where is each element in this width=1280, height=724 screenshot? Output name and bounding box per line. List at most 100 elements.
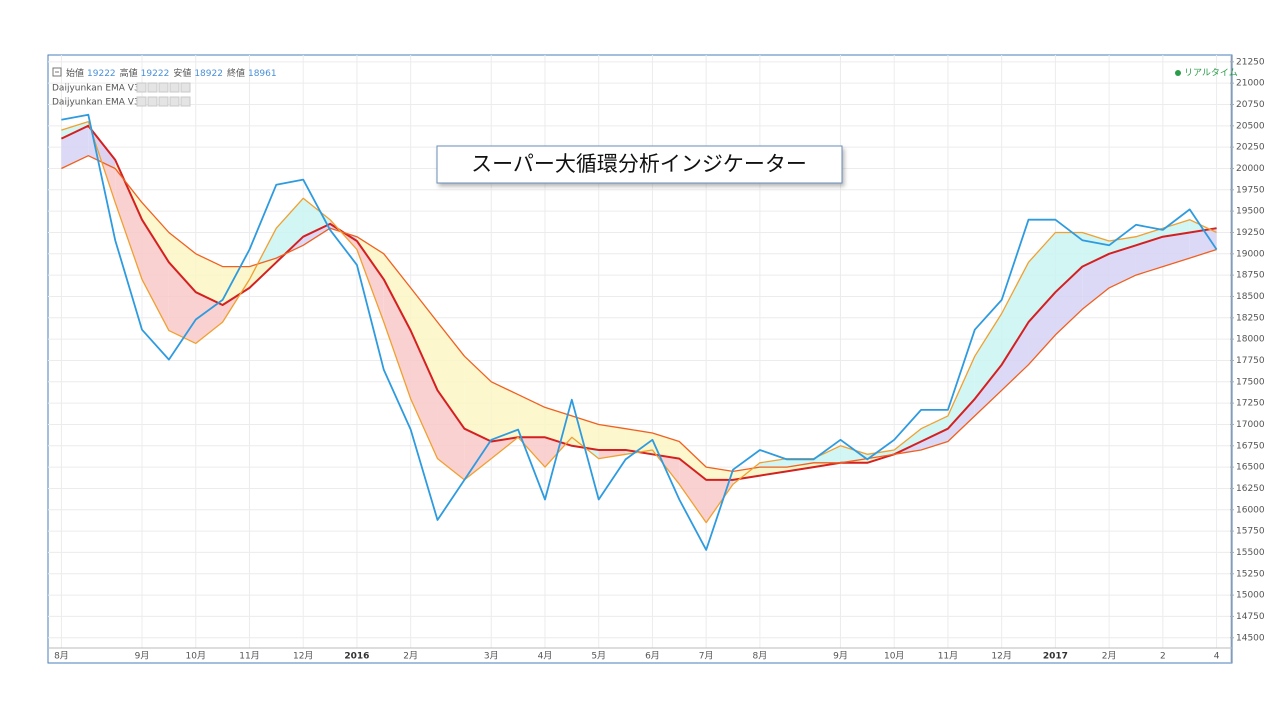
control-button[interactable] <box>180 82 191 93</box>
y-tick-label: 17250 <box>1236 399 1265 409</box>
y-tick-label: 18500 <box>1236 292 1265 302</box>
ema-band <box>894 428 922 455</box>
ema-band <box>840 445 868 463</box>
y-tick-label: 16000 <box>1236 505 1265 515</box>
y-tick-label: 19750 <box>1236 185 1265 195</box>
status-dot <box>1175 70 1181 76</box>
indicator-label: Daijyunkan EMA V3 <box>52 84 140 94</box>
ema-band <box>974 313 1002 399</box>
ema-band <box>168 262 196 344</box>
ohlc-label: 始値 <box>66 67 84 79</box>
y-tick-label: 15250 <box>1236 569 1265 579</box>
ema-band <box>813 445 841 468</box>
y-tick-label: 21250 <box>1236 57 1265 67</box>
ema-band <box>383 253 411 331</box>
ema-band <box>921 415 948 442</box>
status-label: リアルタイム <box>1184 68 1238 79</box>
ema-band <box>1109 245 1136 288</box>
fills <box>61 121 1217 523</box>
ema-band <box>1189 228 1217 259</box>
y-tick-label: 18750 <box>1236 271 1265 281</box>
ema-band <box>947 356 975 429</box>
x-tick-label: 8月 <box>753 651 768 662</box>
ema-band <box>921 428 948 451</box>
chart-title: スーパー大循環分析インジケーター <box>471 152 807 176</box>
ema-band <box>115 159 143 280</box>
x-tick-label: 9月 <box>833 651 848 662</box>
control-button[interactable] <box>136 82 147 93</box>
ema-band <box>974 364 1002 416</box>
x-tick-label: 12月 <box>293 651 313 662</box>
control-button[interactable] <box>169 82 180 93</box>
ema-band <box>1001 262 1029 365</box>
indicator-controls <box>136 82 191 107</box>
series-line <box>61 113 1218 551</box>
ema-band <box>491 381 519 442</box>
ema-band <box>598 424 626 451</box>
x-tick-label: 2月 <box>1102 651 1117 662</box>
ema-band <box>276 198 304 263</box>
control-button[interactable] <box>147 96 158 107</box>
y-tick-label: 17000 <box>1236 420 1265 430</box>
ema-band <box>222 266 250 305</box>
ema-band <box>142 219 169 331</box>
y-tick-label: 17750 <box>1236 356 1265 366</box>
ohlc-value: 18922 <box>194 69 223 79</box>
ema-band <box>1001 322 1029 391</box>
ema-band <box>437 322 465 429</box>
ohlc-value: 18961 <box>248 69 277 79</box>
y-tick-label: 21000 <box>1236 79 1265 89</box>
control-button[interactable] <box>169 96 180 107</box>
collapse-icon[interactable] <box>52 67 62 77</box>
ema-band <box>947 398 975 442</box>
x-tick-label: 2016 <box>344 652 369 662</box>
x-tick-label: 9月 <box>135 651 150 662</box>
y-tick-label: 15750 <box>1236 527 1265 537</box>
ema-band <box>464 428 492 480</box>
control-button[interactable] <box>158 82 169 93</box>
control-button[interactable] <box>180 96 191 107</box>
ema-band <box>1055 232 1083 293</box>
indicator-label: Daijyunkan EMA V3 <box>52 98 140 108</box>
ema-band <box>679 458 707 523</box>
x-tick-label: 2 <box>1160 652 1166 662</box>
x-tick-label: 11月 <box>239 651 259 662</box>
y-tick-label: 20000 <box>1236 164 1265 174</box>
control-button[interactable] <box>147 82 158 93</box>
y-tick-label: 19000 <box>1236 249 1265 259</box>
y-tick-label: 18250 <box>1236 313 1265 323</box>
ema-band <box>518 394 545 438</box>
ema-band <box>195 253 223 305</box>
x-tick-label: 4月 <box>538 651 553 662</box>
x-tick-label: 3月 <box>484 651 499 662</box>
y-tick-label: 14500 <box>1236 633 1265 643</box>
y-tick-label: 17500 <box>1236 377 1265 387</box>
x-tick-label: 12月 <box>991 651 1011 662</box>
ema-band <box>1162 219 1190 237</box>
y-tick-label: 15500 <box>1236 548 1265 558</box>
ema-band <box>88 125 116 169</box>
x-tick-label: 4 <box>1214 652 1220 662</box>
ema-band <box>410 330 438 459</box>
labels: 14500 14750 15000 15250 15500 15750 16000 16250… <box>54 57 1265 661</box>
x-tick-label: 8月 <box>54 651 69 662</box>
x-tick-label: 7月 <box>699 651 714 662</box>
y-tick-label: 16750 <box>1236 441 1265 451</box>
ohlc-value: 19222 <box>87 69 116 79</box>
control-button[interactable] <box>136 96 147 107</box>
ema-band <box>1055 266 1083 335</box>
ema-band <box>464 356 492 442</box>
x-tick-label: 10月 <box>186 651 206 662</box>
ema-band <box>168 232 196 293</box>
series-line <box>61 120 1217 524</box>
title-box <box>436 145 843 184</box>
series-line <box>61 155 1217 473</box>
ohlc-value: 19222 <box>141 69 170 79</box>
ema-band <box>1162 232 1190 267</box>
ohlc-label: 高値 <box>120 67 138 79</box>
x-tick-label: 2017 <box>1043 652 1068 662</box>
x-tick-label: 11月 <box>938 651 958 662</box>
control-button[interactable] <box>158 96 169 107</box>
ema-band <box>1028 292 1056 365</box>
